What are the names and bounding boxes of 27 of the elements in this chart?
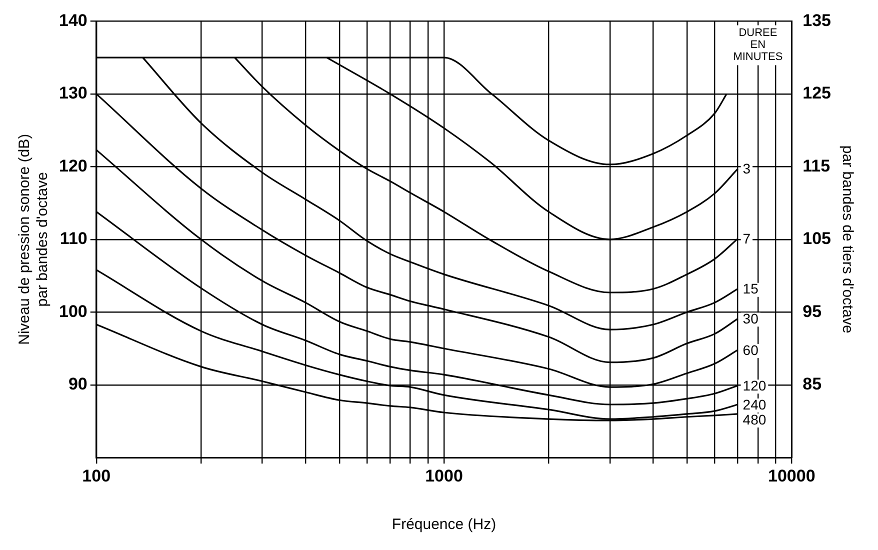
series-label: 30: [742, 310, 759, 327]
series-label: 480: [742, 411, 766, 428]
series-label: 7: [742, 230, 751, 247]
x-tick-label: 1000: [425, 466, 463, 486]
x-axis-title: Fréquence (Hz): [392, 516, 496, 534]
y2-tick-label: 135: [802, 10, 832, 30]
y-tick-label: 100: [58, 302, 88, 321]
y2-tick-label: 85: [802, 374, 822, 394]
y-axis-title: Niveau de pression sonore (dB) par bandes d'octave: [16, 134, 52, 345]
y-tick-label: 130: [58, 84, 88, 103]
y-tick-label: 110: [60, 229, 88, 248]
y-tick-label: 120: [58, 156, 88, 176]
series-label: 15: [742, 280, 759, 297]
legend-title: DUREE EN MINUTES: [733, 27, 783, 64]
y-tick-label: 140: [58, 10, 88, 30]
y2-tick-label: 95: [802, 302, 822, 321]
y2-tick-label: 115: [802, 156, 830, 176]
x-tick-label: 10000: [768, 466, 816, 486]
y2-tick-label: 125: [802, 84, 832, 103]
x-tick-label: 100: [82, 466, 111, 486]
y2-axis-title: par bandes de tiers d'octave: [838, 145, 856, 334]
y2-tick-label: 105: [802, 229, 832, 248]
series-label: 60: [742, 342, 759, 358]
series-label: 3: [742, 160, 751, 177]
series-label: 120: [742, 377, 766, 394]
y-tick-label: 90: [68, 374, 88, 394]
series-label: 240: [742, 396, 766, 412]
